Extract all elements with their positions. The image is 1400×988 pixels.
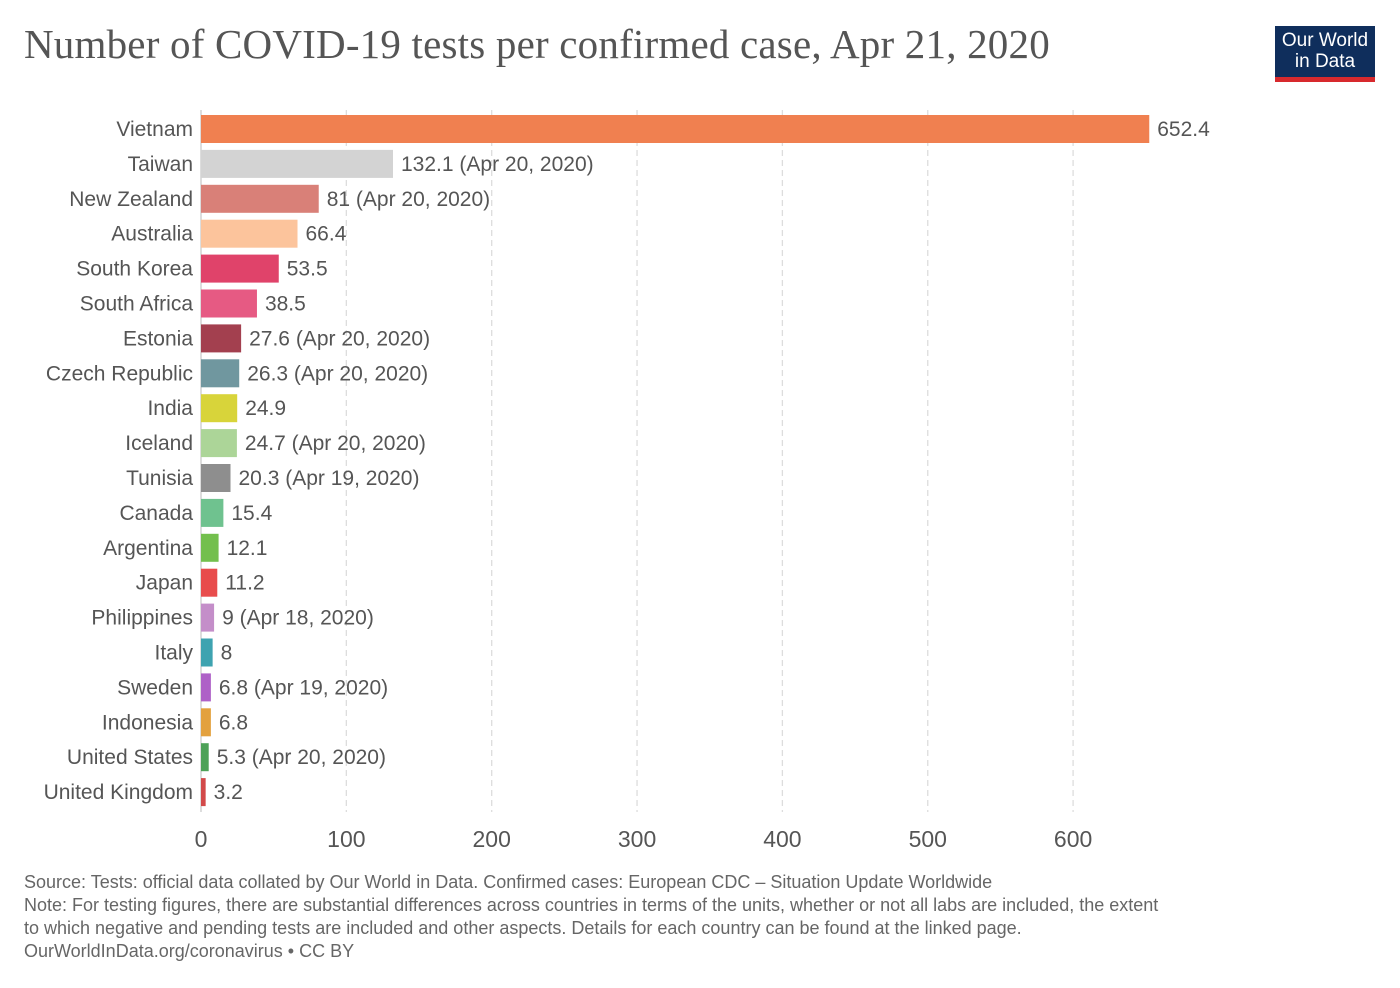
- chart-footer: Source: Tests: official data collated by…: [24, 871, 1374, 963]
- category-label-vietnam: Vietnam: [116, 118, 193, 141]
- value-label-south-korea: 53.5: [287, 258, 328, 281]
- category-label-south-africa: South Africa: [80, 293, 194, 316]
- bar-south-korea[interactable]: [201, 254, 279, 283]
- bar-tunisia[interactable]: [201, 464, 231, 492]
- value-label-tunisia: 20.3 (Apr 19, 2020): [239, 467, 420, 490]
- bar-estonia[interactable]: [201, 324, 242, 353]
- owid-logo[interactable]: Our World in Data: [1275, 26, 1375, 82]
- value-label-united-states: 5.3 (Apr 20, 2020): [217, 746, 386, 769]
- bar-sweden[interactable]: [201, 673, 211, 702]
- bar-czech-republic[interactable]: [201, 359, 240, 388]
- x-axis-ticks: 0 100 200 300 400 500 600: [195, 826, 1093, 852]
- value-label-taiwan: 132.1 (Apr 20, 2020): [401, 153, 594, 176]
- value-label-argentina: 12.1: [227, 537, 268, 560]
- value-label-australia: 66.4: [306, 223, 347, 246]
- value-label-canada: 15.4: [231, 502, 272, 525]
- bar-india[interactable]: [201, 394, 238, 423]
- bar-united-kingdom[interactable]: [201, 778, 206, 807]
- value-label-philippines: 9 (Apr 18, 2020): [222, 607, 374, 630]
- category-label-iceland: Iceland: [125, 432, 193, 455]
- credit-link[interactable]: OurWorldInData.org/coronavirus • CC BY: [24, 941, 355, 961]
- category-label-czech-republic: Czech Republic: [46, 362, 193, 385]
- category-label-estonia: Estonia: [123, 327, 193, 350]
- value-label-south-africa: 38.5: [265, 293, 306, 316]
- category-label-japan: Japan: [136, 572, 193, 595]
- x-tick-label-0: 0: [195, 826, 208, 852]
- value-label-india: 24.9: [245, 397, 286, 420]
- value-label-iceland: 24.7 (Apr 20, 2020): [245, 432, 426, 455]
- bar-iceland[interactable]: [201, 429, 237, 458]
- bar-taiwan[interactable]: [201, 149, 394, 178]
- bar-japan[interactable]: [201, 568, 218, 597]
- x-tick-label-600: 600: [1054, 826, 1092, 852]
- value-label-united-kingdom: 3.2: [214, 781, 243, 804]
- x-tick-label-500: 500: [909, 826, 947, 852]
- x-tick-label-100: 100: [327, 826, 365, 852]
- value-label-japan: 11.2: [225, 572, 264, 595]
- bar-philippines[interactable]: [201, 603, 215, 632]
- gridlines: [200, 110, 1074, 812]
- category-label-sweden: Sweden: [117, 676, 193, 699]
- category-label-indonesia: Indonesia: [102, 711, 193, 734]
- category-label-philippines: Philippines: [91, 607, 193, 630]
- value-label-estonia: 27.6 (Apr 20, 2020): [249, 327, 430, 350]
- source-text: Source: Tests: official data collated by…: [24, 872, 993, 892]
- bar-south-africa[interactable]: [201, 289, 257, 318]
- bars: Vietnam 652.4 Taiwan 132.1 (Apr 20, 2020) Ne…: [44, 115, 1210, 807]
- category-label-india: India: [147, 397, 193, 420]
- bar-vietnam[interactable]: [201, 115, 1150, 143]
- bar-indonesia[interactable]: [201, 708, 211, 737]
- value-label-czech-republic: 26.3 (Apr 20, 2020): [247, 362, 428, 385]
- category-label-argentina: Argentina: [103, 537, 193, 560]
- bar-italy[interactable]: [201, 638, 213, 667]
- value-label-indonesia: 6.8: [219, 711, 248, 734]
- bar-canada[interactable]: [201, 498, 224, 527]
- x-tick-label-200: 200: [473, 826, 511, 852]
- category-label-new-zealand: New Zealand: [69, 188, 193, 211]
- bar-united-states[interactable]: [201, 743, 209, 772]
- category-label-tunisia: Tunisia: [126, 467, 193, 490]
- note-text-line-1: Note: For testing figures, there are sub…: [24, 895, 1159, 915]
- chart-title: Number of COVID-19 tests per confirmed c…: [24, 21, 1050, 67]
- category-label-australia: Australia: [111, 223, 193, 246]
- bar-argentina[interactable]: [201, 533, 219, 562]
- category-label-canada: Canada: [119, 502, 193, 525]
- category-label-taiwan: Taiwan: [128, 153, 193, 176]
- value-label-sweden: 6.8 (Apr 19, 2020): [219, 676, 388, 699]
- note-text-line-2: to which negative and pending tests are …: [24, 918, 1022, 938]
- bar-australia[interactable]: [201, 219, 298, 248]
- value-label-italy: 8: [221, 642, 233, 665]
- category-label-united-kingdom: United Kingdom: [44, 781, 193, 804]
- logo-line-1: Our World: [1281, 30, 1369, 51]
- category-label-south-korea: South Korea: [76, 258, 193, 281]
- bar-chart: Vietnam 652.4 Taiwan 132.1 (Apr 20, 2020) Ne…: [44, 110, 1210, 852]
- value-label-vietnam: 652.4: [1157, 118, 1210, 141]
- bar-new-zealand[interactable]: [201, 184, 319, 213]
- category-label-italy: Italy: [154, 642, 193, 665]
- x-tick-label-400: 400: [763, 826, 801, 852]
- logo-line-2: in Data: [1294, 51, 1356, 72]
- category-label-united-states: United States: [67, 746, 193, 769]
- x-tick-label-300: 300: [618, 826, 656, 852]
- value-label-new-zealand: 81 (Apr 20, 2020): [327, 188, 490, 211]
